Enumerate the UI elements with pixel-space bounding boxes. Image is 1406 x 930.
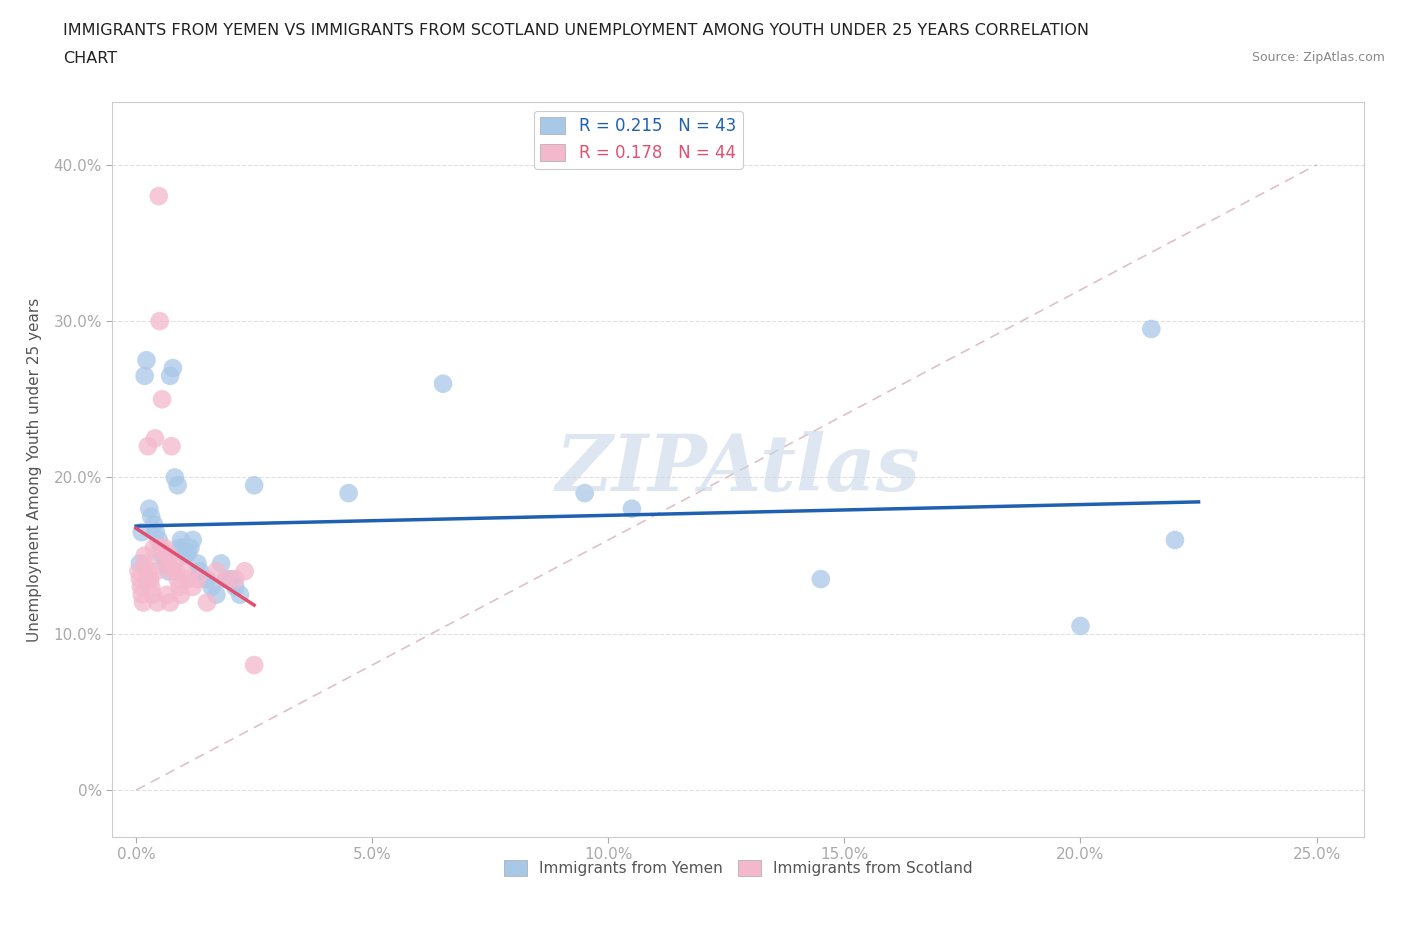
Point xyxy=(145,564,167,578)
Point xyxy=(157,564,180,578)
Point xyxy=(166,478,188,493)
Point xyxy=(148,533,170,548)
Point xyxy=(135,556,157,571)
Point xyxy=(177,572,200,587)
Text: ZIPAtlas: ZIPAtlas xyxy=(555,432,921,508)
Point xyxy=(135,572,157,587)
Point xyxy=(131,587,153,602)
Point xyxy=(177,545,200,560)
Point xyxy=(229,587,252,602)
Point xyxy=(205,564,228,578)
Point xyxy=(195,595,218,610)
Point xyxy=(143,540,166,555)
Point xyxy=(165,564,187,578)
Point xyxy=(138,501,160,516)
Text: CHART: CHART xyxy=(63,51,117,66)
Point xyxy=(142,587,165,602)
Point xyxy=(143,517,166,532)
Point xyxy=(148,189,170,204)
Point xyxy=(174,548,197,563)
Point xyxy=(810,572,832,587)
Point xyxy=(159,595,181,610)
Point xyxy=(163,556,186,571)
Point xyxy=(162,564,184,578)
Point xyxy=(153,540,176,555)
Point xyxy=(243,658,266,672)
Point xyxy=(157,556,180,571)
Point xyxy=(162,361,184,376)
Point xyxy=(159,368,181,383)
Point xyxy=(181,533,204,548)
Point xyxy=(127,564,149,578)
Point xyxy=(150,548,173,563)
Point xyxy=(243,478,266,493)
Point xyxy=(170,587,193,602)
Point xyxy=(149,313,172,328)
Point xyxy=(188,564,211,578)
Y-axis label: Unemployment Among Youth under 25 years: Unemployment Among Youth under 25 years xyxy=(28,298,42,642)
Point xyxy=(1164,533,1187,548)
Point xyxy=(1140,322,1163,337)
Point xyxy=(128,556,150,571)
Point xyxy=(169,540,191,555)
Point xyxy=(138,564,160,578)
Point xyxy=(215,572,238,587)
Point xyxy=(157,548,180,563)
Point xyxy=(195,572,218,587)
Point xyxy=(135,352,157,367)
Point xyxy=(149,540,172,555)
Point xyxy=(179,540,201,555)
Point xyxy=(574,485,596,500)
Point xyxy=(136,439,159,454)
Point xyxy=(141,579,163,594)
Point xyxy=(1069,618,1091,633)
Point xyxy=(233,564,256,578)
Point xyxy=(149,540,172,555)
Point xyxy=(169,579,191,594)
Point xyxy=(201,579,224,594)
Point xyxy=(131,525,153,539)
Point xyxy=(205,587,228,602)
Point xyxy=(186,572,208,587)
Point xyxy=(132,595,155,610)
Point xyxy=(145,525,167,539)
Point xyxy=(219,572,242,587)
Point xyxy=(181,579,204,594)
Point xyxy=(172,564,194,578)
Point xyxy=(143,431,166,445)
Point xyxy=(166,572,188,587)
Point xyxy=(170,533,193,548)
Point xyxy=(160,439,183,454)
Point xyxy=(163,470,186,485)
Point xyxy=(134,548,156,563)
Point xyxy=(620,501,643,516)
Point xyxy=(224,572,246,587)
Point xyxy=(215,572,238,587)
Text: Source: ZipAtlas.com: Source: ZipAtlas.com xyxy=(1251,51,1385,64)
Point xyxy=(129,579,152,594)
Point xyxy=(209,556,232,571)
Point xyxy=(152,548,174,563)
Point xyxy=(134,368,156,383)
Legend: Immigrants from Yemen, Immigrants from Scotland: Immigrants from Yemen, Immigrants from S… xyxy=(498,854,979,883)
Point xyxy=(337,485,360,500)
Text: IMMIGRANTS FROM YEMEN VS IMMIGRANTS FROM SCOTLAND UNEMPLOYMENT AMONG YOUTH UNDER: IMMIGRANTS FROM YEMEN VS IMMIGRANTS FROM… xyxy=(63,23,1090,38)
Point xyxy=(156,587,179,602)
Point xyxy=(141,509,163,524)
Point xyxy=(224,579,246,594)
Point xyxy=(432,377,454,392)
Point xyxy=(150,392,173,406)
Point xyxy=(155,556,177,571)
Point xyxy=(172,540,194,555)
Point xyxy=(139,572,162,587)
Point xyxy=(186,556,208,571)
Point xyxy=(146,595,169,610)
Point xyxy=(128,572,150,587)
